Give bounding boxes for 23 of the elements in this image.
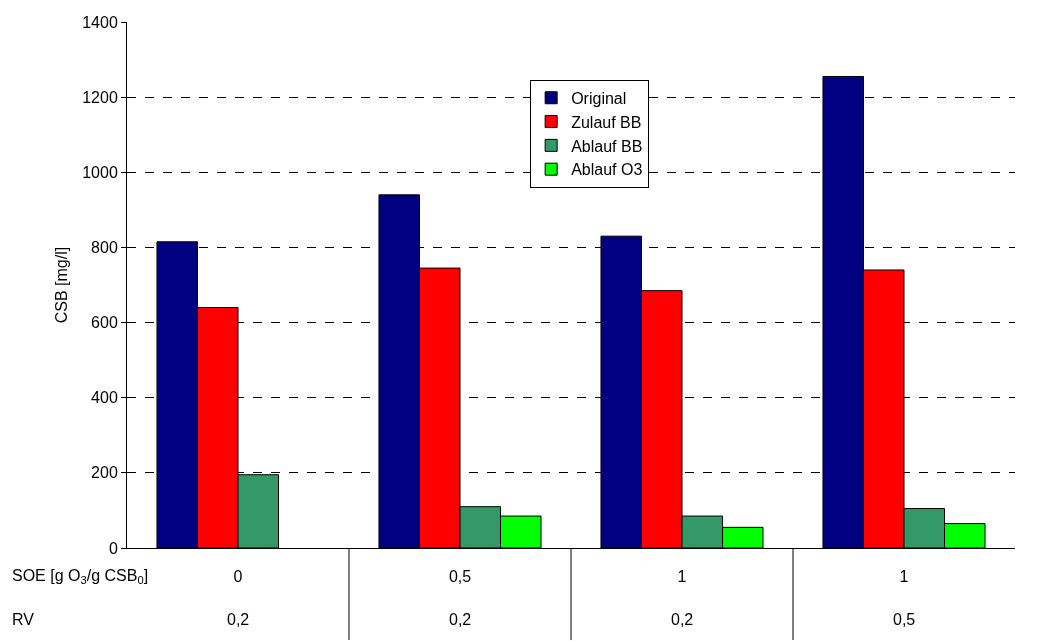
y-tick-label: 0 (108, 539, 118, 557)
y-tick-label: 1000 (82, 163, 118, 181)
text: 0,2 (227, 611, 250, 628)
x-tick-label: 0,5 (448, 568, 472, 586)
y-tick-label: 1400 (82, 13, 118, 31)
x-tick-label: 1 (677, 568, 687, 586)
y-tick-label: 600 (91, 314, 118, 332)
legend-label: Zulauf BB (571, 113, 642, 131)
y-tick-label: 1200 (82, 88, 118, 106)
text: 0,2 (671, 611, 694, 628)
y-axis-title: CSB [mg/l] (53, 246, 71, 324)
x-tick-label: 0 (233, 568, 243, 586)
text: RV (12, 611, 35, 628)
legend-label: Ablauf BB (571, 137, 643, 155)
text: 0,5 (893, 611, 916, 628)
y-tick-label: 400 (91, 389, 118, 407)
text: SOE [g O$_{3}$/g CSB$_{0}$] (12, 567, 149, 587)
x-tick-label: 1 (899, 568, 909, 586)
text: 0,2 (449, 611, 472, 628)
legend-label: Original (571, 90, 627, 107)
y-tick-label: 800 (91, 239, 118, 257)
y-tick-label: 200 (91, 464, 118, 482)
legend-label: Ablauf O3 (571, 161, 643, 179)
